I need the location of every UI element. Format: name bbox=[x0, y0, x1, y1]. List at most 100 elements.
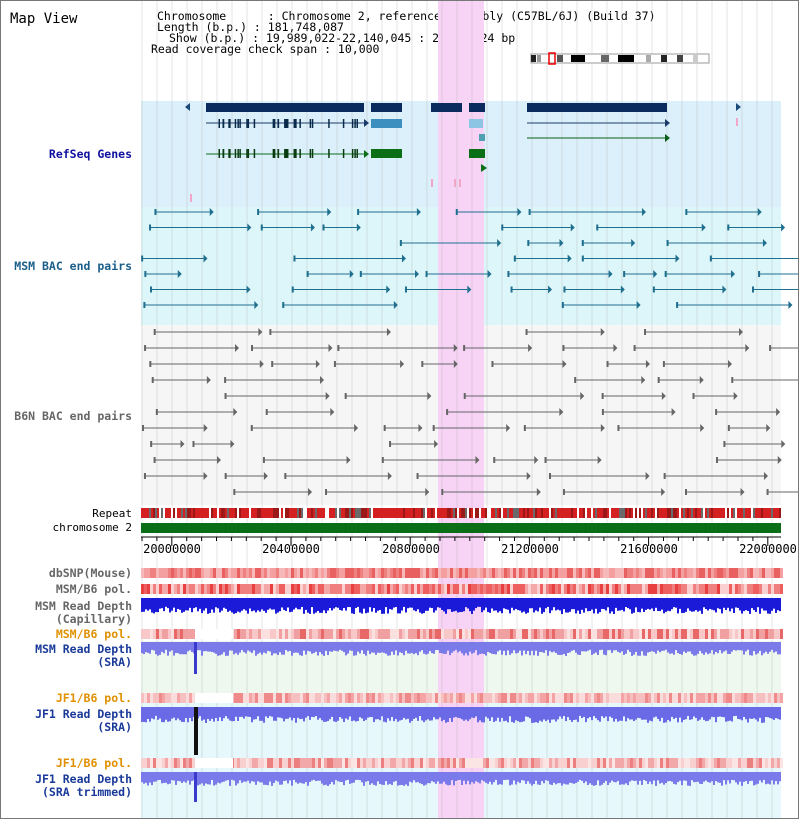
track-label-msm-depth-cap[interactable]: MSM Read Depth bbox=[35, 599, 132, 613]
msm-sra-depth-bar bbox=[399, 642, 401, 653]
repeat-segment bbox=[213, 508, 215, 518]
b6n-bac-pair-end bbox=[597, 456, 602, 464]
jf1-sra-depth-bar bbox=[747, 707, 749, 723]
jf1-trim-depth-bar bbox=[447, 772, 449, 786]
jf1-pol-cell bbox=[738, 693, 741, 703]
jf1-pol-cell bbox=[663, 758, 666, 768]
jf1-sra-depth-bar bbox=[229, 707, 231, 721]
jf1-sra-depth-bar bbox=[343, 707, 345, 723]
jf1-sra-depth-bar bbox=[335, 707, 337, 722]
capillary-depth-bar bbox=[533, 598, 535, 613]
capillary-depth-bar bbox=[699, 598, 701, 611]
msm-pol-cell bbox=[495, 629, 498, 639]
jf1-trim-depth-bar bbox=[575, 772, 577, 784]
jf1-pol-cell bbox=[762, 758, 765, 768]
track-label-dbsnp[interactable]: dbSNP(Mouse) bbox=[48, 566, 132, 580]
jf1-sra-depth-bar bbox=[417, 707, 419, 721]
repeat-segment bbox=[435, 508, 437, 518]
capillary-depth-bar bbox=[333, 598, 335, 609]
dbsnp-cell bbox=[198, 568, 201, 578]
length-info: Length (b.p.) : 181,748,087 bbox=[157, 20, 344, 34]
repeat-segment bbox=[549, 508, 551, 518]
jf1-trim-depth-bar bbox=[169, 772, 171, 784]
jf1-trim-depth-bar bbox=[535, 772, 537, 781]
jf1-trim-depth-bar bbox=[311, 772, 313, 781]
msm-sra-depth-bar bbox=[625, 642, 627, 654]
repeat-segment bbox=[643, 508, 645, 518]
track-label-msm-bac[interactable]: MSM BAC end pairs bbox=[14, 259, 132, 273]
jf1-sra-depth-bar bbox=[749, 707, 751, 719]
capillary-depth-bar bbox=[267, 598, 269, 610]
msm-pol-cell bbox=[588, 629, 591, 639]
repeat-segment bbox=[725, 508, 727, 518]
msm-sra-depth-bar bbox=[777, 642, 779, 655]
msm-sra-depth-bar bbox=[751, 642, 753, 656]
jf1-trim-depth-bar bbox=[579, 772, 581, 780]
b6n-bac-pair-end bbox=[645, 360, 650, 368]
msm-sra-depth-bar bbox=[639, 642, 641, 656]
msm-pol-cell bbox=[585, 629, 588, 639]
msm-pol-cell bbox=[531, 629, 534, 639]
jf1-sra-depth-bar bbox=[179, 707, 181, 721]
track-label-msm-pol-1[interactable]: MSM/B6 pol. bbox=[55, 582, 132, 596]
track-label-jf1-pol-1[interactable]: JF1/B6 pol. bbox=[55, 691, 132, 705]
jf1-trim-depth-bar bbox=[165, 772, 167, 783]
msm-pol-cell bbox=[774, 629, 777, 639]
msm-pol-cell bbox=[330, 629, 333, 639]
track-label-msm-depth-sra[interactable]: MSM Read Depth bbox=[35, 642, 132, 656]
capillary-depth-bar bbox=[609, 598, 611, 614]
track-label-repeat[interactable]: Repeat bbox=[92, 507, 132, 520]
capillary-depth-bar bbox=[355, 598, 357, 608]
repeat-segment bbox=[217, 508, 219, 518]
jf1-pol-cell bbox=[312, 693, 315, 703]
msm-pol-cell bbox=[495, 584, 498, 594]
b6n-bac-pair-end bbox=[151, 377, 154, 383]
jf1-pol-cell bbox=[141, 758, 144, 768]
jf1-sra-depth-bar bbox=[365, 707, 367, 720]
dbsnp-cell bbox=[693, 568, 696, 578]
jf1-pol-cell bbox=[261, 758, 264, 768]
dbsnp-cell bbox=[558, 568, 561, 578]
msm-pol-cell bbox=[720, 584, 723, 594]
b6n-bac-pair-end bbox=[224, 377, 227, 383]
b6n-bac-pair-end bbox=[506, 424, 511, 432]
msm-sra-depth-bar bbox=[499, 642, 501, 651]
jf1-sra-depth-bar bbox=[521, 707, 523, 722]
track-label-jf1-depth-trim[interactable]: JF1 Read Depth bbox=[35, 772, 132, 786]
repeat-segment bbox=[537, 508, 539, 518]
track-label-chromosome[interactable]: chromosome 2 bbox=[52, 521, 132, 534]
msm-sra-depth-bar bbox=[247, 642, 249, 651]
repeat-segment bbox=[437, 508, 439, 518]
repeat-segment bbox=[399, 508, 401, 518]
axis-tick-label: 21600000 bbox=[620, 542, 678, 556]
msm-bac-pair-end bbox=[487, 270, 492, 278]
capillary-depth-bar bbox=[475, 598, 477, 609]
msm-sra-depth-bar bbox=[259, 642, 261, 653]
msm-bac-pair-end bbox=[581, 240, 584, 246]
jf1-sra-depth-bar bbox=[751, 707, 753, 719]
track-label-jf1-pol-2[interactable]: JF1/B6 pol. bbox=[55, 756, 132, 770]
msm-pol-cell bbox=[405, 629, 408, 639]
msm-pol-cell bbox=[351, 629, 354, 639]
track-label-refseq[interactable]: RefSeq Genes bbox=[48, 147, 132, 161]
repeat-segment bbox=[543, 508, 545, 518]
repeat-segment bbox=[497, 508, 499, 518]
track-label-b6n-bac[interactable]: B6N BAC end pairs bbox=[14, 409, 132, 423]
msm-pol-cell bbox=[234, 584, 237, 594]
track-label-msm-pol-2[interactable]: MSM/B6 pol. bbox=[55, 627, 132, 641]
track-label-jf1-depth-sra[interactable]: JF1 Read Depth bbox=[35, 707, 132, 721]
jf1-trim-depth-bar bbox=[531, 772, 533, 786]
capillary-depth-bar bbox=[177, 598, 179, 609]
msm-bac-pair-end bbox=[291, 286, 294, 293]
msm-sra-depth-bar bbox=[379, 642, 381, 653]
capillary-depth-bar bbox=[149, 598, 151, 610]
jf1-pol-cell bbox=[594, 693, 597, 703]
capillary-depth-bar bbox=[557, 598, 559, 610]
jf1-sra-depth-bar bbox=[315, 707, 317, 717]
capillary-depth-bar bbox=[339, 598, 341, 610]
msm-sra-depth-bar bbox=[635, 642, 637, 652]
jf1-trim-depth-bar bbox=[461, 772, 463, 786]
jf1-pol-cell bbox=[534, 758, 537, 768]
jf1-pol-cell bbox=[519, 758, 522, 768]
